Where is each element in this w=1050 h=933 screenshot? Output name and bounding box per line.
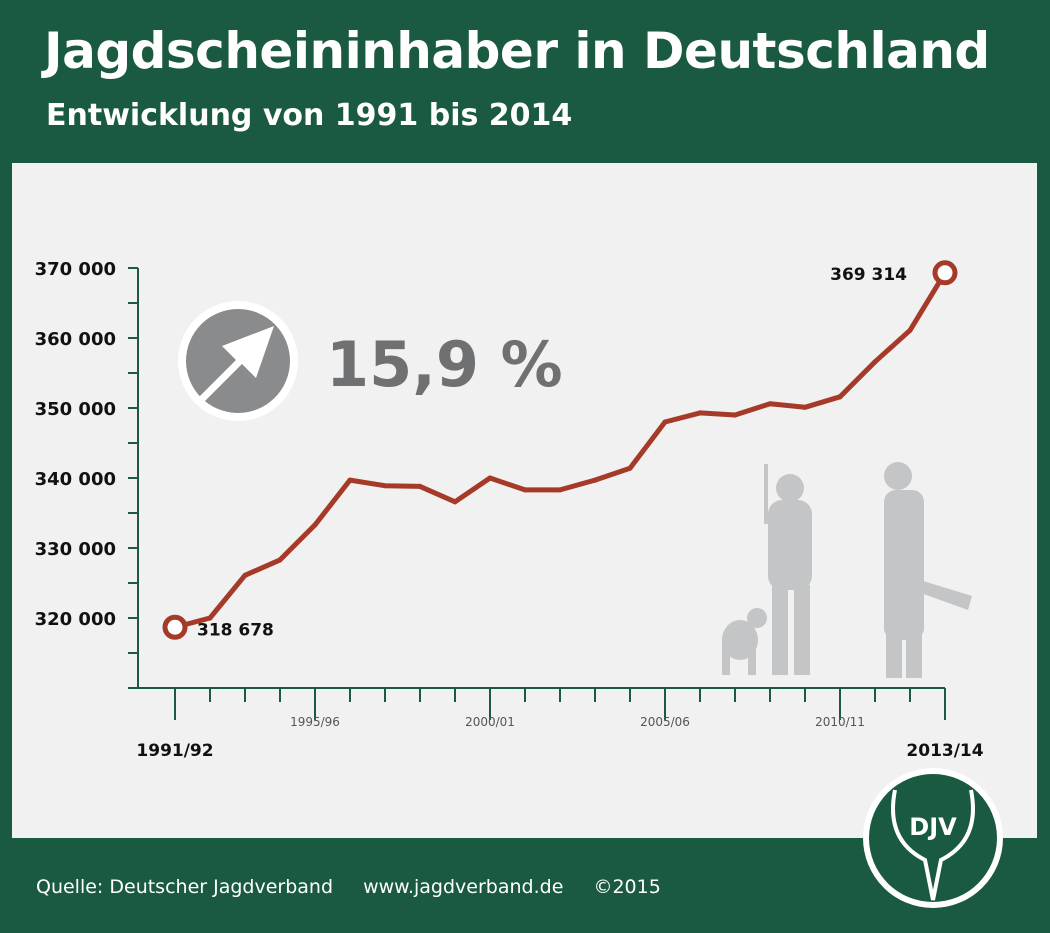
x-tick-label: 2013/14	[906, 741, 983, 761]
x-tick-label: 2005/06	[640, 715, 690, 729]
x-tick-label: 1995/96	[290, 715, 340, 729]
y-tick-label: 330 000	[35, 539, 116, 560]
data-label-first: 318 678	[197, 620, 274, 640]
page-title: Jagdscheininhaber in Deutschland	[44, 22, 990, 80]
hunters-silhouette-icon	[722, 462, 972, 678]
x-tick-label: 2010/11	[815, 715, 865, 729]
antler-icon	[891, 789, 975, 901]
growth-badge: 15,9 %	[178, 301, 563, 421]
series-line: 318 678 369 314	[162, 260, 958, 640]
data-label-last: 369 314	[830, 265, 907, 285]
growth-percentage: 15,9 %	[326, 328, 563, 401]
x-tick-label: 1991/92	[136, 741, 213, 761]
arrow-shape	[196, 326, 274, 404]
chart-axes: 320 000 330 000 340 000 350 000 360 000 370 0…	[35, 259, 984, 761]
copyright-text: ©2015	[593, 876, 661, 898]
y-tick-label: 350 000	[35, 399, 116, 420]
x-tick-label: 2000/01	[465, 715, 515, 729]
data-point	[162, 614, 188, 640]
chart-panel	[12, 163, 1037, 838]
footer: Quelle: Deutscher Jagdverband www.jagdve…	[36, 876, 685, 898]
data-line	[174, 271, 948, 630]
y-tick-label: 370 000	[35, 259, 116, 280]
y-tick-label: 360 000	[35, 329, 116, 350]
y-tick-label: 340 000	[35, 469, 116, 490]
data-point	[932, 260, 958, 286]
source-text: Quelle: Deutscher Jagdverband	[36, 876, 334, 898]
logo-text: DJV	[909, 813, 957, 841]
y-tick-label: 320 000	[35, 609, 116, 630]
djv-logo: DJV	[863, 768, 1003, 908]
website-link[interactable]: www.jagdverband.de	[363, 876, 564, 898]
page-subtitle: Entwicklung von 1991 bis 2014	[46, 98, 573, 133]
